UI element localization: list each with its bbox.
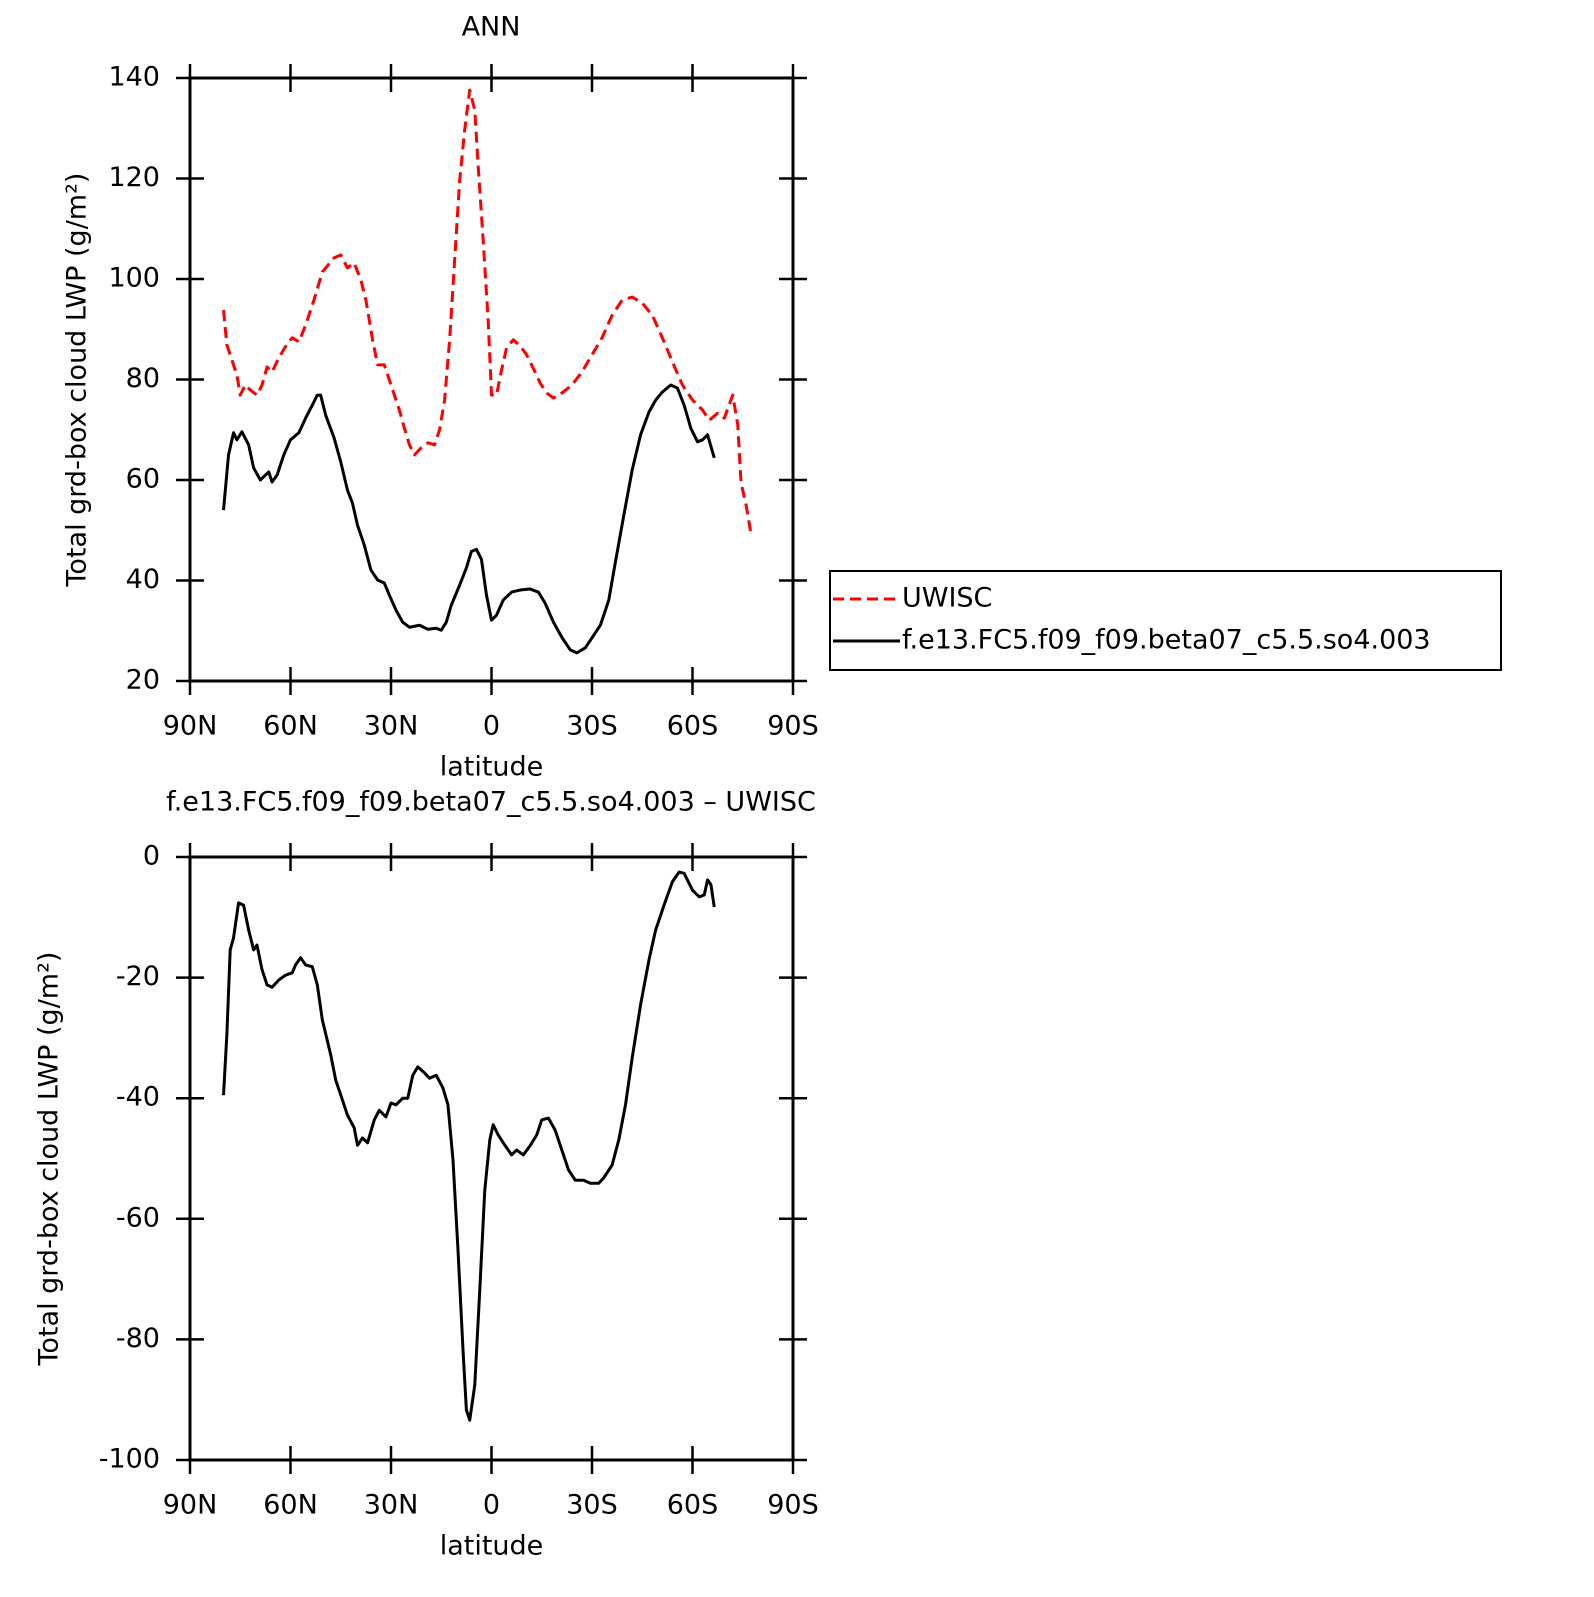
x-tick-label: 60N <box>263 1490 318 1521</box>
y-tick-label: 140 <box>108 62 160 93</box>
y-tick-label: 80 <box>126 363 160 394</box>
x-tick-label: 90N <box>163 711 218 742</box>
line-series <box>222 870 716 1422</box>
y-tick-label: 100 <box>108 263 160 294</box>
x-axis-label: latitude <box>440 752 544 783</box>
x-tick-label: 30S <box>566 1490 618 1521</box>
chart-title: f.e13.FC5.f09_f09.beta07_c5.5.so4.003 – … <box>166 787 816 818</box>
y-tick-label: -80 <box>116 1323 160 1354</box>
chart-title: ANN <box>462 12 521 43</box>
x-axis-label: latitude <box>440 1531 544 1562</box>
y-tick-label: -60 <box>116 1202 160 1233</box>
y-tick-label: -20 <box>116 961 160 992</box>
x-tick-label: 60S <box>667 1490 719 1521</box>
legend-box <box>829 570 1502 671</box>
x-tick-label: 0 <box>483 1490 500 1521</box>
x-tick-label: 60S <box>667 711 719 742</box>
x-tick-label: 0 <box>483 711 500 742</box>
legend-label: UWISC <box>902 583 992 614</box>
line-series <box>222 88 753 536</box>
legend-label: f.e13.FC5.f09_f09.beta07_c5.5.so4.003 <box>902 625 1431 656</box>
y-axis-label: Total grd-box cloud LWP (g/m²) <box>34 952 65 1367</box>
y-tick-label: 60 <box>126 464 160 495</box>
x-tick-label: 60N <box>263 711 318 742</box>
x-tick-label: 30N <box>364 1490 419 1521</box>
line-series <box>222 383 716 655</box>
x-tick-label: 90S <box>767 711 819 742</box>
x-tick-label: 30N <box>364 711 419 742</box>
x-tick-label: 30S <box>566 711 618 742</box>
y-tick-label: 0 <box>143 841 160 872</box>
y-tick-label: 40 <box>126 564 160 595</box>
y-tick-label: -40 <box>116 1082 160 1113</box>
x-tick-label: 90S <box>767 1490 819 1521</box>
y-axis-label: Total grd-box cloud LWP (g/m²) <box>62 173 93 588</box>
y-tick-label: 120 <box>108 162 160 193</box>
plot-frame <box>188 855 795 1462</box>
x-tick-label: 90N <box>163 1490 218 1521</box>
y-tick-label: -100 <box>99 1444 160 1475</box>
y-tick-label: 20 <box>126 665 160 696</box>
